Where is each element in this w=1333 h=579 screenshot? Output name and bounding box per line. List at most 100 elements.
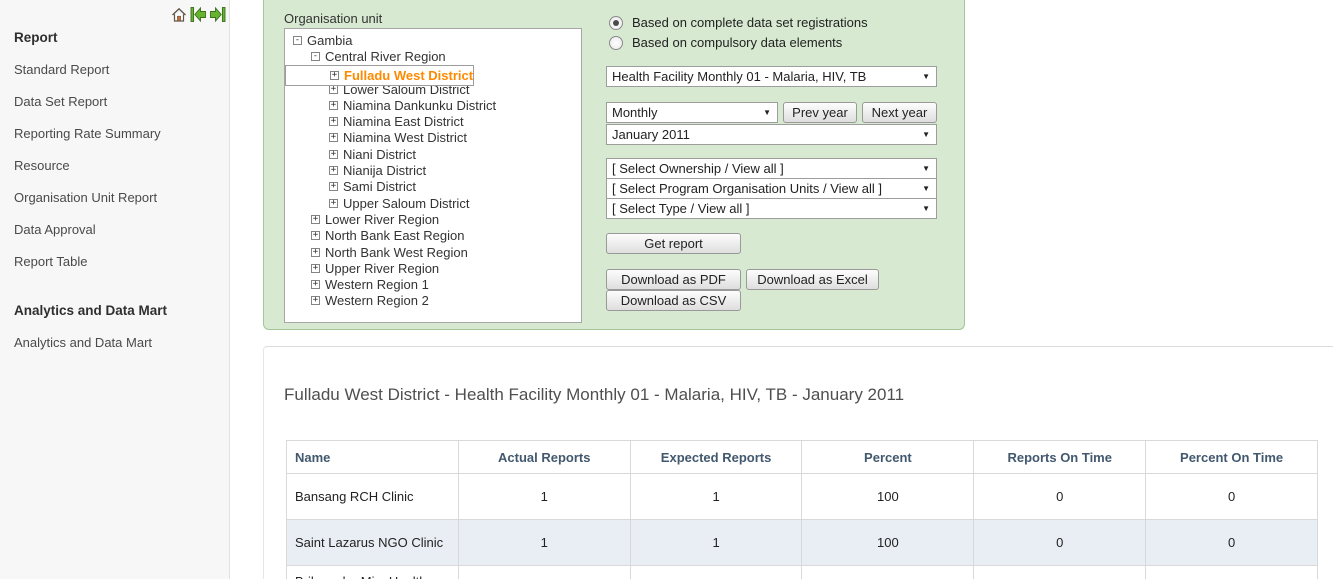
period-select[interactable]: January 2011 ▼ xyxy=(606,124,937,145)
tree-node-label[interactable]: Fulladu West District xyxy=(344,67,474,83)
minus-box-icon[interactable]: - xyxy=(311,50,320,61)
column-header-percent-on-time: Percent On Time xyxy=(1145,440,1318,474)
plus-box-icon[interactable]: + xyxy=(329,165,338,176)
plus-box-icon[interactable]: + xyxy=(329,181,338,192)
plus-box-icon[interactable]: + xyxy=(329,99,338,110)
tree-node-label[interactable]: Niamina Dankunku District xyxy=(343,97,497,113)
tree-node-label[interactable]: North Bank West Region xyxy=(325,244,468,260)
program-orgunits-select-value: [ Select Program Organisation Units / Vi… xyxy=(612,181,882,196)
tree-node-north-bank-east-region[interactable]: + North Bank East Region xyxy=(285,228,581,244)
dataset-select[interactable]: Health Facility Monthly 01 - Malaria, HI… xyxy=(606,66,937,87)
tree-node-label[interactable]: North Bank East Region xyxy=(325,228,465,244)
sidebar-item-analytics-and-data-mart[interactable]: Analytics and Data Mart xyxy=(14,335,153,350)
radio-compulsory-elements[interactable] xyxy=(609,35,623,50)
back-arrow-icon[interactable] xyxy=(190,5,207,24)
cell-expected-reports: 1 xyxy=(629,473,803,520)
tree-node-label[interactable]: Niamina East District xyxy=(343,114,464,130)
tree-node-fulladu-west-district[interactable]: + Fulladu West District xyxy=(285,64,475,86)
tree-node-niani-district[interactable]: + Niani District xyxy=(285,146,581,162)
cell-expected-reports: 1 xyxy=(629,519,803,566)
cell-expected-reports: 1 xyxy=(629,565,803,579)
download-excel-button[interactable]: Download as Excel xyxy=(746,269,879,290)
type-select[interactable]: [ Select Type / View all ] ▼ xyxy=(606,198,937,219)
minus-box-icon[interactable]: - xyxy=(293,34,302,45)
plus-box-icon[interactable]: + xyxy=(311,246,320,257)
home-icon[interactable] xyxy=(170,6,188,24)
plus-box-icon[interactable]: + xyxy=(329,83,338,94)
tree-node-upper-saloum-district[interactable]: + Upper Saloum District xyxy=(285,195,581,211)
plus-box-icon[interactable]: + xyxy=(311,295,320,306)
tree-node-sami-district[interactable]: + Sami District xyxy=(285,179,581,195)
column-header-reports-on-time: Reports On Time xyxy=(973,440,1147,474)
top-nav-icons xyxy=(170,5,226,24)
report-title: Fulladu West District - Health Facility … xyxy=(284,385,905,404)
program-orgunits-select[interactable]: [ Select Program Organisation Units / Vi… xyxy=(606,178,937,199)
tree-node-lower-river-region[interactable]: + Lower River Region xyxy=(285,211,581,227)
sidebar-section-header-analytics: Analytics and Data Mart xyxy=(14,303,168,318)
organisation-unit-label: Organisation unit xyxy=(284,11,383,26)
reporting-rate-table: Name Actual Reports Expected Reports Per… xyxy=(286,440,1318,579)
tree-node-label[interactable]: Upper Saloum District xyxy=(343,195,470,211)
tree-node-niamina-dankunku-district[interactable]: + Niamina Dankunku District xyxy=(285,97,581,113)
prev-year-button[interactable]: Prev year xyxy=(783,102,857,123)
sidebar-item-report-table[interactable]: Report Table xyxy=(14,254,88,269)
tree-node-upper-river-region[interactable]: + Upper River Region xyxy=(285,260,581,276)
caret-down-icon: ▼ xyxy=(763,108,771,117)
tree-node-label[interactable]: Nianija District xyxy=(343,163,427,179)
download-pdf-button[interactable]: Download as PDF xyxy=(606,269,741,290)
dataset-select-value: Health Facility Monthly 01 - Malaria, HI… xyxy=(612,69,867,84)
sidebar-item-data-set-report[interactable]: Data Set Report xyxy=(14,94,108,109)
plus-box-icon[interactable]: + xyxy=(329,148,338,159)
tree-node-nianija-district[interactable]: + Nianija District xyxy=(285,162,581,178)
cell-percent: 100 xyxy=(801,565,975,579)
tree-node-central-river-region[interactable]: - Central River Region xyxy=(285,48,581,64)
cell-percent: 100 xyxy=(801,473,975,520)
plus-box-icon[interactable]: + xyxy=(311,230,320,241)
cell-percent-on-time: 0 xyxy=(1145,565,1318,579)
radio-compulsory-elements-label: Based on compulsory data elements xyxy=(632,35,843,50)
tree-node-niamina-west-district[interactable]: + Niamina West District xyxy=(285,130,581,146)
radio-complete-datasets[interactable] xyxy=(609,15,623,30)
sidebar-item-standard-report[interactable]: Standard Report xyxy=(14,62,110,77)
download-csv-button[interactable]: Download as CSV xyxy=(606,290,741,311)
tree-node-label[interactable]: Sami District xyxy=(343,179,416,195)
cell-actual-reports: 1 xyxy=(457,473,631,520)
cell-reports-on-time: 0 xyxy=(973,473,1147,520)
plus-box-icon[interactable]: + xyxy=(311,213,320,224)
sidebar-item-resource[interactable]: Resource xyxy=(14,158,70,173)
sidebar-item-organisation-unit-report[interactable]: Organisation Unit Report xyxy=(14,190,158,205)
plus-box-icon[interactable]: + xyxy=(329,197,338,208)
tree-node-western-region-1[interactable]: + Western Region 1 xyxy=(285,276,581,292)
forward-arrow-icon[interactable] xyxy=(209,5,226,24)
period-select-value: January 2011 xyxy=(612,127,690,142)
tree-node-label[interactable]: Niani District xyxy=(343,146,416,162)
next-year-button[interactable]: Next year xyxy=(862,102,937,123)
tree-node-label[interactable]: Central River Region xyxy=(325,48,446,64)
plus-box-icon[interactable]: + xyxy=(329,116,338,127)
period-type-select[interactable]: Monthly ▼ xyxy=(606,102,778,123)
tree-node-north-bank-west-region[interactable]: + North Bank West Region xyxy=(285,244,581,260)
tree-node-western-region-2[interactable]: + Western Region 2 xyxy=(285,293,581,309)
caret-down-icon: ▼ xyxy=(922,130,930,139)
tree-node-niamina-east-district[interactable]: + Niamina East District xyxy=(285,113,581,129)
radio-row-compulsory-elements: Based on compulsory data elements xyxy=(609,35,842,50)
sidebar-item-data-approval[interactable]: Data Approval xyxy=(14,222,96,237)
get-report-button[interactable]: Get report xyxy=(606,233,741,254)
sidebar: Report Standard Report Data Set Report R… xyxy=(0,0,230,579)
tree-node-label[interactable]: Upper River Region xyxy=(325,260,440,276)
report-criteria-panel: Organisation unit - Gambia - Central River… xyxy=(263,0,965,330)
tree-node-label[interactable]: Western Region 1 xyxy=(325,277,429,293)
sidebar-item-reporting-rate-summary[interactable]: Reporting Rate Summary xyxy=(14,126,161,141)
plus-box-icon[interactable]: + xyxy=(330,69,339,80)
tree-node-label[interactable]: Niamina West District xyxy=(343,130,468,146)
plus-box-icon[interactable]: + xyxy=(311,279,320,290)
tree-node-label[interactable]: Gambia xyxy=(307,32,353,48)
organisation-unit-tree: - Gambia - Central River Region + Fulladu W… xyxy=(284,28,582,323)
ownership-select[interactable]: [ Select Ownership / View all ] ▼ xyxy=(606,158,937,179)
tree-node-label[interactable]: Lower River Region xyxy=(325,211,440,227)
tree-node-gambia[interactable]: - Gambia xyxy=(285,32,581,48)
plus-box-icon[interactable]: + xyxy=(311,262,320,273)
cell-reports-on-time: 0 xyxy=(973,519,1147,566)
tree-node-label[interactable]: Western Region 2 xyxy=(325,293,429,309)
plus-box-icon[interactable]: + xyxy=(329,132,338,143)
